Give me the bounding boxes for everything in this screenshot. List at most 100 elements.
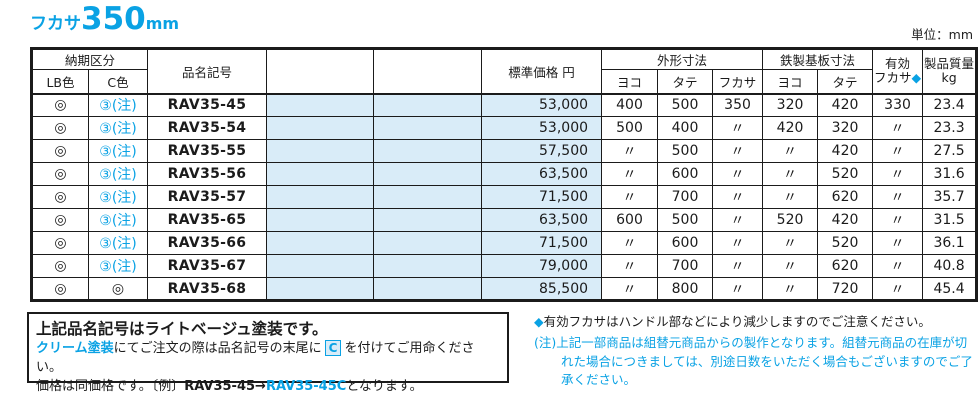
header-base-width: ヨコ [762, 69, 819, 94]
outer-width-value: 〃 [601, 254, 659, 278]
outer-width-value: 400 [601, 92, 659, 117]
lb-color-mark: ◎ [31, 208, 89, 232]
footnotes: ◆有効フカサはハンドル部などにより減少しますのでご注意ください。 (注)上記一部… [534, 313, 979, 390]
effective-depth-note: ◆有効フカサはハンドル部などにより減少しますのでご注意ください。 [534, 313, 979, 332]
outer-depth-value: 〃 [712, 277, 764, 301]
weight-line2: kg [941, 70, 957, 86]
product-code: RAV35-67 [147, 254, 268, 278]
base-width-value: 〃 [762, 277, 819, 301]
c-color-mark: ③(注) [87, 208, 149, 232]
table-row: ◎ ③(注) RAV35-55 57,500 〃 500 〃 〃 420 〃 2… [31, 139, 978, 163]
base-width-value: 〃 [762, 254, 819, 278]
remark-note-text: 上記一部商品は組替元商品からの製作となります。組替元商品の在庫が切れた場合につき… [556, 334, 973, 388]
arrow-icon: → [255, 378, 266, 394]
outer-width-value: 〃 [601, 185, 659, 209]
base-height-value: 520 [817, 231, 874, 255]
example-code-to: RAV35-45C [265, 378, 347, 394]
base-width-value: 〃 [762, 185, 819, 209]
outer-depth-value: 〃 [712, 208, 764, 232]
outer-height-value: 800 [657, 277, 714, 301]
effective-depth-value: 〃 [872, 185, 924, 209]
outer-width-value: 〃 [601, 231, 659, 255]
base-height-value: 420 [817, 139, 874, 163]
outer-height-value: 700 [657, 254, 714, 278]
weight-value: 45.4 [922, 277, 978, 301]
price-value: 85,500 [481, 277, 603, 301]
c-color-mark: ③(注) [87, 139, 149, 163]
title-depth-value: 350 [81, 1, 146, 37]
header-c-color: C色 [87, 69, 149, 94]
product-code: RAV35-66 [147, 231, 268, 255]
header-empty-2 [373, 48, 483, 94]
unit-label: 単位：mm [911, 27, 973, 42]
c-color-mark: ③(注) [87, 231, 149, 255]
outer-width-value: 500 [601, 116, 659, 140]
c-suffix-badge: C [324, 339, 342, 356]
base-height-value: 620 [817, 185, 874, 209]
paint-note-line3-tail: となります。 [346, 378, 423, 394]
empty-cell-1 [266, 208, 375, 232]
paint-note-line3: 価格は同価格です。〔例〕RAV35-45→RAV35-45Cとなります。 [36, 378, 500, 397]
remark-note-label: (注) [534, 334, 557, 350]
table-header: 納期区分 品名記号 標準価格 円 外形寸法 鉄製基板寸法 有効 フカサ◆ 製品質量… [30, 48, 978, 94]
c-color-mark: ③(注) [87, 254, 149, 278]
base-height-value: 420 [817, 92, 874, 117]
base-height-value: 420 [817, 208, 874, 232]
header-delivery-group: 納期区分 [30, 48, 149, 70]
table-row: ◎ ③(注) RAV35-45 53,000 400 500 350 320 4… [31, 92, 978, 117]
price-value: 79,000 [481, 254, 603, 278]
page-title: フカサ 350 mm [30, 4, 179, 35]
outer-depth-value: 〃 [712, 116, 764, 140]
paint-note-line1: 上記品名記号はライトベージュ塗装です。 [36, 320, 328, 338]
header-outer-height: タテ [657, 69, 714, 94]
outer-depth-value: 〃 [712, 162, 764, 186]
product-code: RAV35-56 [147, 162, 268, 186]
diamond-bullet-icon: ◆ [534, 314, 544, 329]
header-outer-dims-group: 外形寸法 [601, 48, 764, 70]
empty-cell-2 [373, 162, 483, 186]
price-value: 63,500 [481, 208, 603, 232]
empty-cell-2 [373, 116, 483, 140]
header-weight: 製品質量 kg [922, 48, 978, 94]
c-color-mark: ③(注) [87, 162, 149, 186]
weight-value: 35.7 [922, 185, 978, 209]
c-color-mark: ③(注) [87, 116, 149, 140]
outer-height-value: 700 [657, 185, 714, 209]
base-height-value: 320 [817, 116, 874, 140]
product-code: RAV35-55 [147, 139, 268, 163]
outer-height-value: 600 [657, 162, 714, 186]
product-code: RAV35-68 [147, 277, 268, 301]
outer-width-value: 〃 [601, 139, 659, 163]
empty-cell-1 [266, 254, 375, 278]
weight-value: 40.8 [922, 254, 978, 278]
paint-note-line3-text: 価格は同価格です。〔例〕 [36, 378, 185, 394]
paint-note-line2-text: にてご注文の際は品名記号の末尾に [113, 340, 322, 356]
empty-cell-1 [266, 92, 375, 117]
weight-value: 31.6 [922, 162, 978, 186]
outer-height-value: 600 [657, 231, 714, 255]
weight-value: 31.5 [922, 208, 978, 232]
effective-depth-value: 〃 [872, 139, 924, 163]
price-value: 63,500 [481, 162, 603, 186]
outer-depth-value: 〃 [712, 139, 764, 163]
outer-width-value: 600 [601, 208, 659, 232]
empty-cell-1 [266, 116, 375, 140]
lb-color-mark: ◎ [31, 92, 89, 117]
effective-depth-value: 〃 [872, 277, 924, 301]
lb-color-mark: ◎ [31, 277, 89, 301]
empty-cell-1 [266, 231, 375, 255]
base-width-value: 320 [762, 92, 819, 117]
paint-note-box: 上記品名記号はライトベージュ塗装です。 クリーム塗装にてご注文の際は品名記号の末… [27, 312, 509, 394]
price-value: 53,000 [481, 92, 603, 117]
header-product-code: 品名記号 [147, 48, 268, 94]
header-outer-width: ヨコ [601, 69, 659, 94]
c-color-mark: ◎ [87, 277, 149, 301]
remark-note: (注)上記一部商品は組替元商品からの製作となります。組替元商品の在庫が切れた場合… [534, 334, 979, 390]
outer-depth-value: 〃 [712, 185, 764, 209]
base-height-value: 620 [817, 254, 874, 278]
weight-value: 23.4 [922, 92, 978, 117]
header-base-dims-group: 鉄製基板寸法 [762, 48, 874, 70]
empty-cell-1 [266, 185, 375, 209]
lb-color-mark: ◎ [31, 254, 89, 278]
outer-height-value: 500 [657, 208, 714, 232]
